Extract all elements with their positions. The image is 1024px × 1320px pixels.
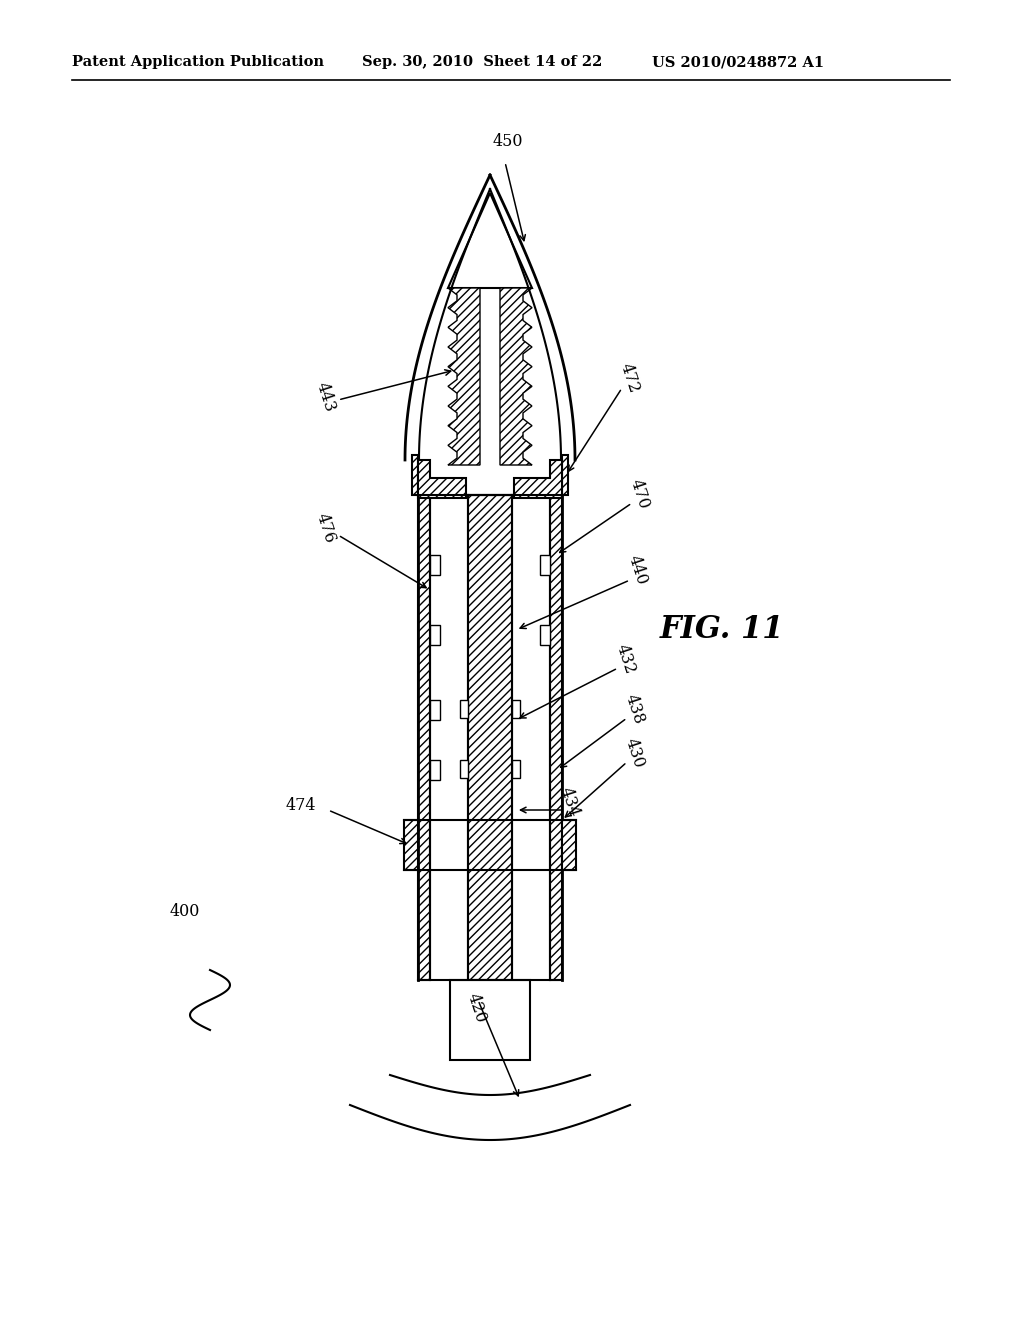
Text: 443: 443 — [313, 380, 339, 414]
Polygon shape — [418, 495, 430, 979]
Polygon shape — [450, 979, 530, 1060]
Polygon shape — [468, 495, 512, 979]
Polygon shape — [562, 820, 575, 870]
Text: Sep. 30, 2010  Sheet 14 of 22: Sep. 30, 2010 Sheet 14 of 22 — [362, 55, 602, 69]
Text: 476: 476 — [313, 511, 339, 545]
Polygon shape — [562, 455, 568, 495]
Text: 434: 434 — [557, 785, 583, 820]
Polygon shape — [460, 700, 468, 718]
Polygon shape — [430, 700, 440, 719]
Polygon shape — [550, 495, 562, 979]
Text: 440: 440 — [626, 553, 651, 587]
Text: 438: 438 — [623, 692, 648, 726]
Polygon shape — [512, 760, 520, 777]
Text: 450: 450 — [493, 133, 523, 150]
Polygon shape — [512, 495, 550, 979]
Polygon shape — [406, 176, 490, 459]
Text: 400: 400 — [170, 903, 200, 920]
Polygon shape — [430, 624, 440, 645]
Text: 420: 420 — [464, 991, 489, 1026]
Polygon shape — [449, 288, 480, 465]
Polygon shape — [490, 176, 575, 459]
Text: FIG. 11: FIG. 11 — [660, 615, 784, 645]
Text: 470: 470 — [628, 477, 652, 511]
Polygon shape — [512, 700, 520, 718]
Polygon shape — [430, 760, 440, 780]
Polygon shape — [449, 193, 532, 288]
Polygon shape — [406, 176, 575, 459]
Polygon shape — [418, 459, 466, 498]
Text: 474: 474 — [286, 796, 316, 813]
Text: 472: 472 — [617, 360, 643, 395]
Polygon shape — [412, 455, 418, 495]
Text: 430: 430 — [623, 735, 648, 770]
Polygon shape — [540, 554, 550, 576]
Polygon shape — [404, 820, 418, 870]
Polygon shape — [430, 554, 440, 576]
Polygon shape — [514, 459, 562, 498]
Polygon shape — [460, 760, 468, 777]
Polygon shape — [500, 288, 532, 465]
Text: 432: 432 — [613, 642, 639, 676]
Text: US 2010/0248872 A1: US 2010/0248872 A1 — [652, 55, 824, 69]
Text: Patent Application Publication: Patent Application Publication — [72, 55, 324, 69]
Polygon shape — [540, 624, 550, 645]
Polygon shape — [430, 495, 468, 979]
